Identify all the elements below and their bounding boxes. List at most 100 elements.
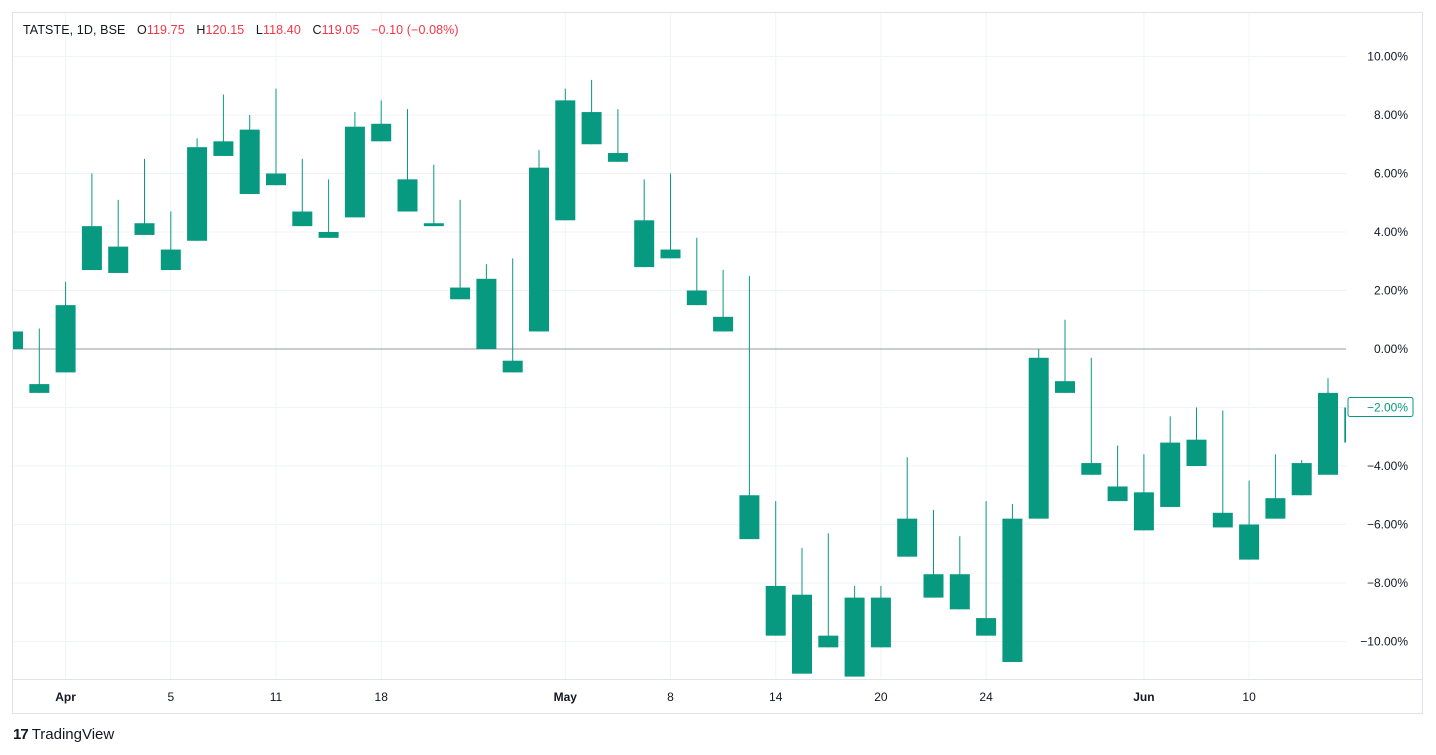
time-tick-label: May [554, 690, 578, 704]
candle [292, 158, 313, 227]
candle [555, 88, 576, 221]
candle [923, 509, 944, 598]
candle-body [1212, 512, 1233, 528]
candle-body [792, 594, 812, 674]
price-tick-label: −4.00% [1367, 459, 1408, 473]
price-tick-label: −8.00% [1367, 576, 1408, 590]
price-axis[interactable]: 10.00% 8.00% 6.00% 4.00% 2.00% 0.00% −2.00% −4.… [1360, 50, 1408, 649]
candle [239, 115, 260, 194]
high-value: 120.15 [205, 23, 245, 37]
candle-body [160, 249, 181, 271]
candle [1107, 445, 1128, 502]
tradingview-logo-icon: 17 [13, 725, 29, 743]
candle [450, 199, 471, 300]
price-tick-label: 4.00% [1374, 225, 1408, 239]
candle [634, 179, 655, 268]
price-tick-label: 0.00% [1374, 342, 1408, 356]
candle-body [897, 518, 918, 557]
candle [1318, 378, 1338, 475]
time-tick-label: 18 [375, 690, 389, 704]
chart-frame [12, 12, 1423, 714]
candle-body [187, 147, 208, 241]
candle-body [976, 618, 997, 636]
candle-body [1028, 357, 1049, 519]
candle-body [818, 635, 839, 648]
candle [976, 501, 997, 636]
candle [792, 547, 812, 674]
candles [13, 79, 1346, 677]
price-tick-label: 8.00% [1374, 108, 1408, 122]
candle-body [581, 112, 602, 145]
candle-body [397, 179, 418, 212]
candle-body [1107, 486, 1128, 502]
candle-body [1133, 492, 1154, 531]
time-tick-label: 5 [167, 690, 174, 704]
time-tick-label: 8 [667, 690, 674, 704]
candle-body [134, 223, 155, 235]
candle [529, 150, 549, 332]
change-value: −0.10 (−0.08%) [371, 23, 459, 37]
close-value: 119.05 [321, 23, 360, 37]
candle [423, 164, 444, 227]
candle [13, 331, 23, 349]
candle [160, 211, 181, 271]
candle-body [660, 249, 681, 259]
candle [1028, 349, 1049, 519]
price-tick-label: 10.00% [1367, 50, 1408, 64]
candle-body [292, 211, 313, 227]
candle [660, 173, 681, 259]
tradingview-attribution[interactable]: 17 TradingView [13, 724, 114, 744]
candle [818, 533, 839, 648]
candle [1081, 357, 1102, 475]
symbol-legend[interactable]: TATSTE, 1D, BSE O119.75 H120.15 L118.40 … [23, 23, 459, 37]
candle [581, 79, 602, 145]
candle-body [1265, 498, 1286, 519]
candle [213, 94, 234, 156]
candle-body [55, 305, 76, 373]
time-tick-label: 10 [1242, 690, 1256, 704]
candle-body [29, 384, 50, 393]
candle [29, 328, 50, 393]
candle-body [213, 141, 234, 156]
candle-body [1081, 463, 1102, 475]
candle-body [371, 123, 392, 142]
candle [1265, 454, 1286, 519]
candle [134, 158, 155, 235]
candle [686, 237, 707, 306]
candle [1133, 454, 1154, 531]
candle-body [1291, 463, 1312, 496]
time-axis[interactable]: Apr 5 11 18 May 8 14 20 24 Jun 10 [55, 690, 1256, 704]
candle [187, 138, 208, 241]
candle-body [555, 100, 576, 221]
candle-body [607, 153, 628, 162]
price-tick-label: 2.00% [1374, 284, 1408, 298]
candle [739, 275, 760, 540]
candle-body [1344, 407, 1346, 443]
open-label: O [137, 23, 147, 37]
candle-body [686, 290, 707, 306]
candle-body [1160, 442, 1181, 507]
price-tick-label: −6.00% [1367, 518, 1408, 532]
candle-body [923, 574, 944, 598]
candle-body [450, 287, 471, 300]
candle [476, 264, 497, 349]
candle [1239, 480, 1260, 560]
candle-body [502, 360, 523, 373]
low-label: L [255, 23, 263, 37]
time-tick-label: Apr [55, 690, 76, 704]
candle-body [344, 126, 365, 218]
candle [1344, 407, 1346, 443]
candle-body [476, 278, 497, 349]
candle [1160, 416, 1181, 507]
candle [713, 270, 734, 332]
candle-body [81, 226, 102, 271]
tradingview-brand: TradingView [31, 725, 115, 743]
low-value: 118.40 [262, 23, 301, 37]
time-tick-label: 20 [874, 690, 888, 704]
symbol-info: TATSTE, 1D, BSE [23, 23, 126, 37]
candle-body [266, 173, 286, 186]
candle [55, 281, 76, 373]
candle-body [108, 246, 129, 273]
open-value: 119.75 [146, 23, 185, 37]
